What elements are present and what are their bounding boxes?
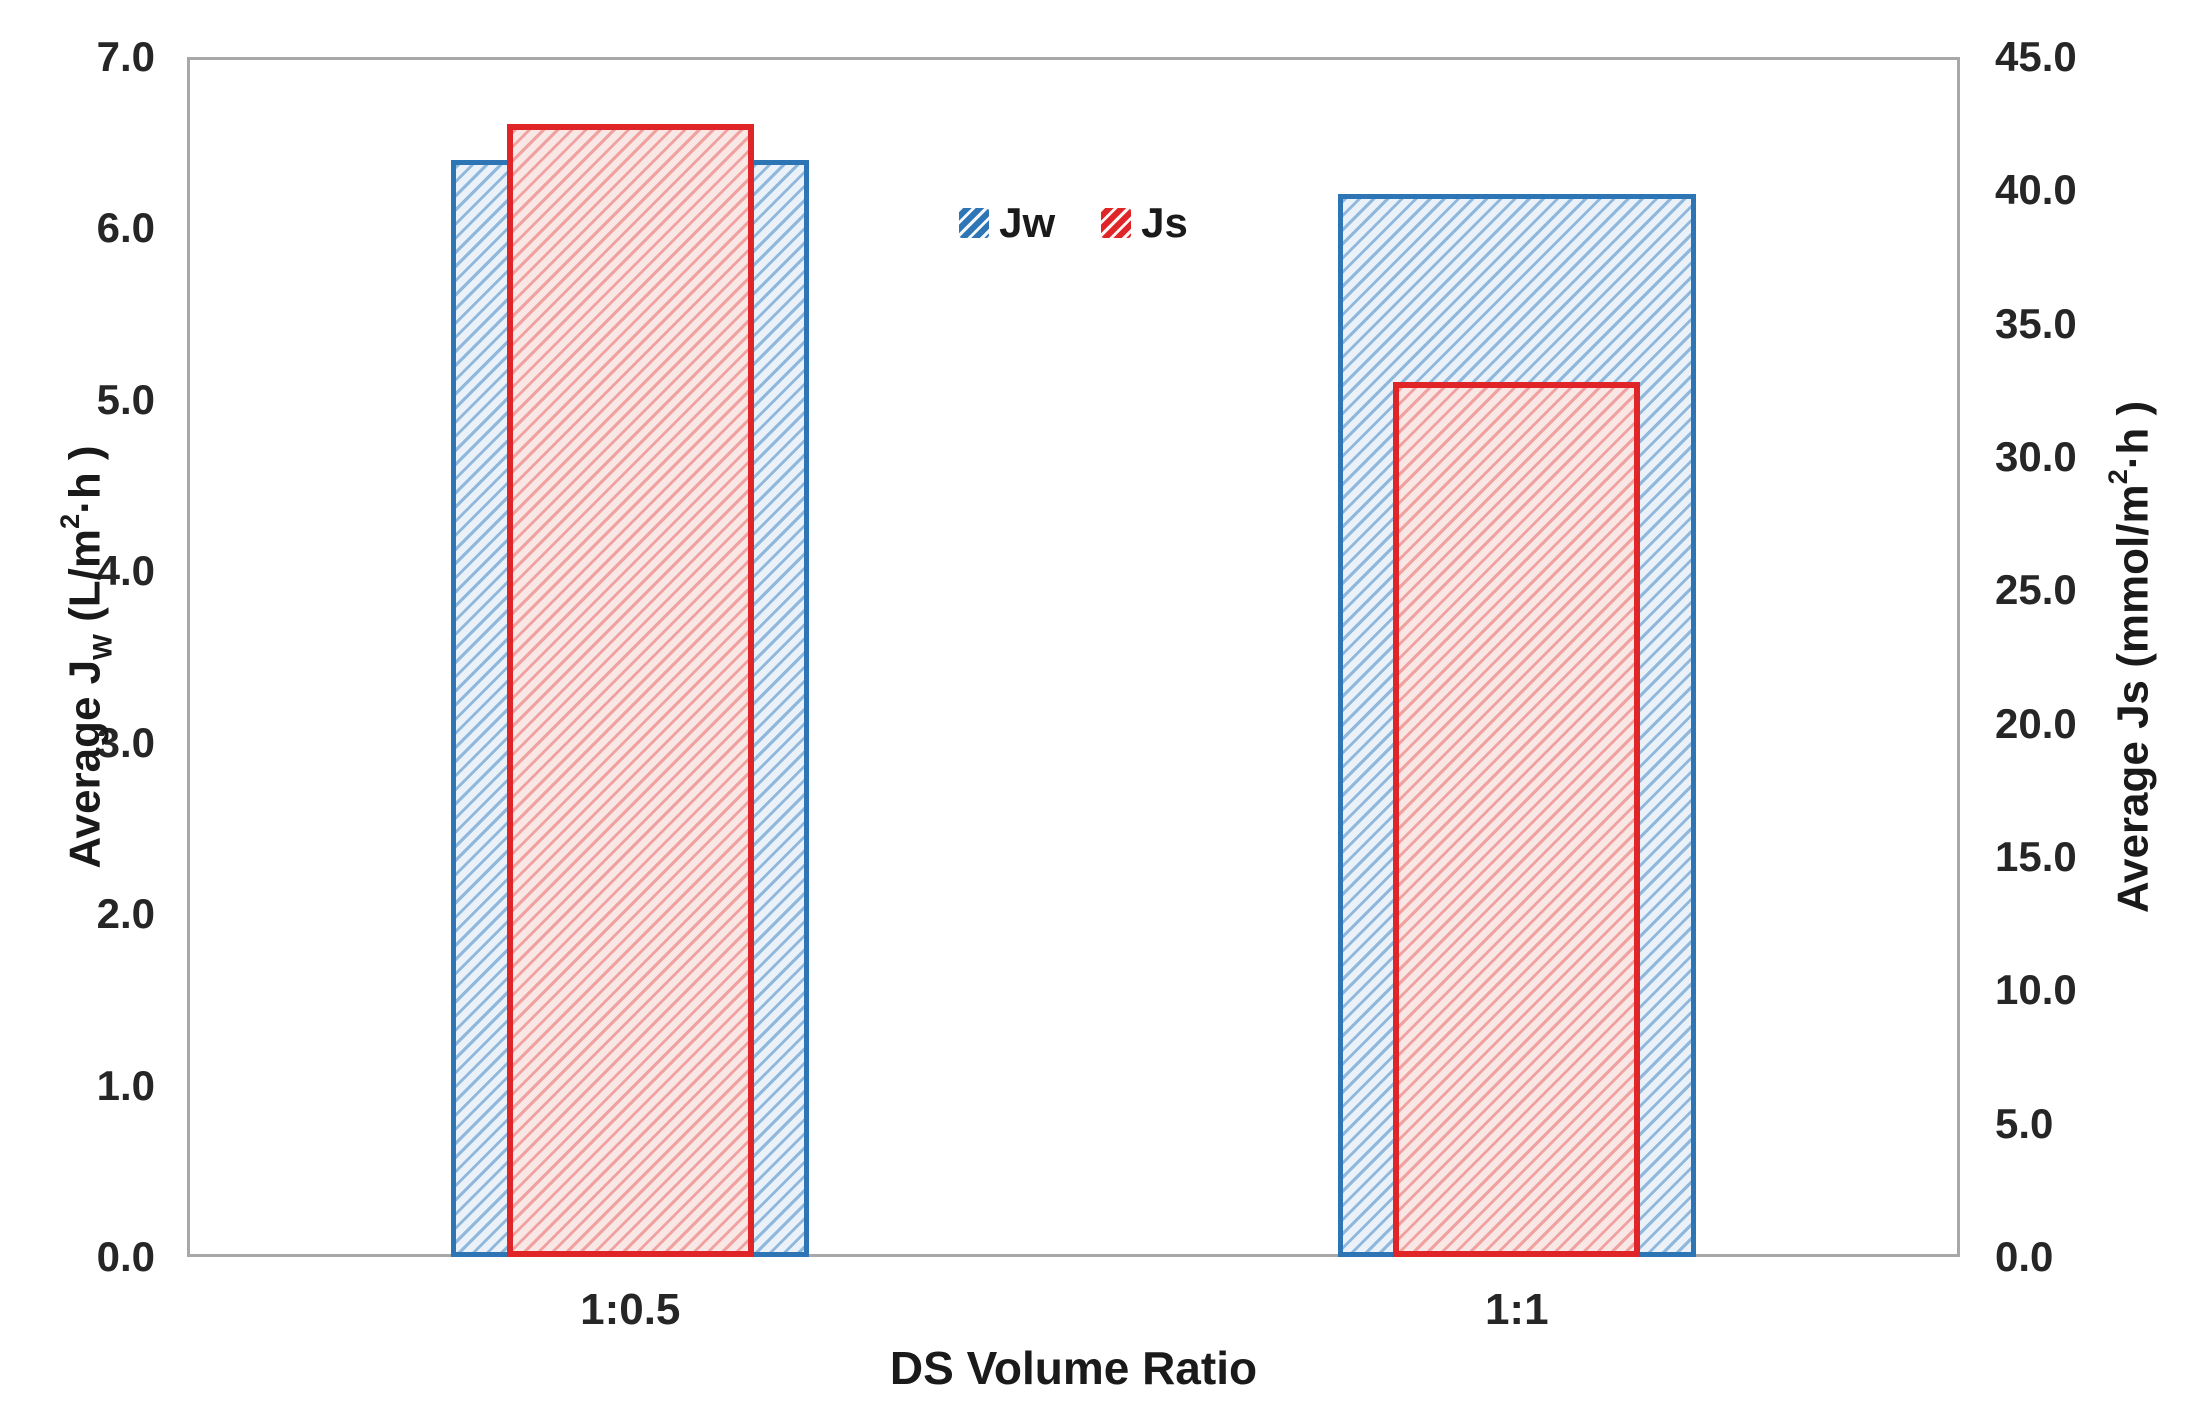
right-axis-tick: 5.0	[1995, 1099, 2054, 1147]
x-axis-title: DS Volume Ratio	[889, 1342, 1258, 1394]
left-axis-tick: 4.0	[96, 547, 155, 595]
left-axis-tick: 1.0	[96, 1061, 155, 1109]
left-axis-tick: 7.0	[96, 33, 155, 80]
axis-title-fragment: ·h )	[60, 445, 110, 514]
axis-title-fragment: 2	[2102, 469, 2133, 485]
legend-label: Jw	[999, 199, 1056, 246]
legend-item-js: Js	[1101, 200, 1188, 246]
right-axis-tick: 20.0	[1995, 699, 2077, 747]
axis-title-fragment: ·h )	[2108, 400, 2158, 470]
legend-item-jw: Jw	[959, 200, 1055, 246]
right-axis-tick: 30.0	[1995, 433, 2077, 480]
x-axis-category: 1:1	[1484, 1285, 1549, 1334]
bar-js-1	[1393, 382, 1641, 1257]
legend-swatch-js-icon	[1101, 208, 1132, 238]
left-axis-tick: 3.0	[96, 718, 155, 766]
legend-label: Js	[1141, 199, 1188, 246]
left-axis-tick: 6.0	[96, 204, 155, 252]
right-axis-tick: 15.0	[1995, 833, 2077, 880]
bar-js-0	[506, 123, 754, 1257]
axis-title-fragment: 2	[54, 513, 85, 529]
legend-swatch-jw-icon	[959, 208, 990, 238]
right-axis-tick: 0.0	[1995, 1233, 2054, 1280]
right-axis-tick: 45.0	[1995, 33, 2077, 80]
right-axis-title: Average Js (mmol/m2·h )	[2091, 207, 2158, 1107]
right-axis-tick: 10.0	[1995, 966, 2077, 1014]
left-axis-title: Average JW (L/m2·h )	[43, 207, 117, 1107]
right-axis-tick: 40.0	[1995, 166, 2077, 214]
axis-title-fragment: (L/m	[60, 529, 110, 635]
axis-title-fragment: Average J	[60, 659, 110, 869]
axis-title-fragment: Average Js (mmol/m	[2108, 484, 2158, 914]
left-axis-tick: 5.0	[96, 375, 155, 423]
right-axis-tick: 35.0	[1995, 299, 2077, 347]
legend: Jw Js	[187, 200, 1960, 246]
left-axis-tick: 0.0	[96, 1233, 155, 1280]
left-axis-tick: 2.0	[96, 890, 155, 938]
right-axis-tick: 25.0	[1995, 566, 2077, 614]
axis-title-fragment: W	[86, 634, 118, 660]
x-axis-category: 1:0.5	[580, 1285, 681, 1334]
